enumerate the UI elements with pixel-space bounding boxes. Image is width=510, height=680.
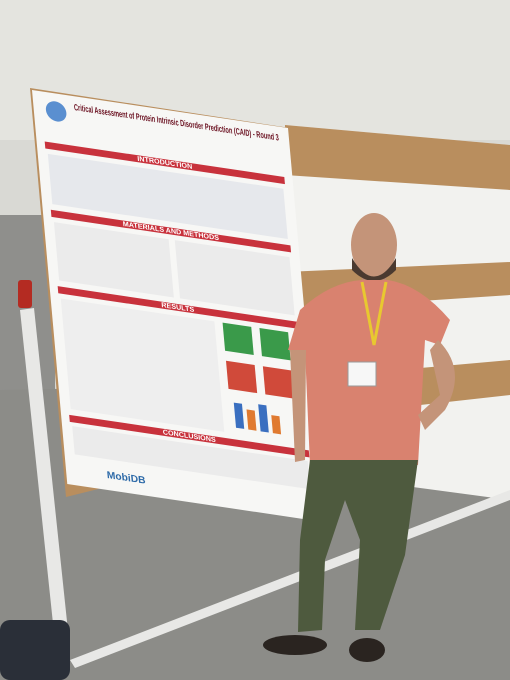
heatmap [225, 360, 258, 394]
bar-plot [258, 404, 269, 433]
lanyard [360, 281, 388, 346]
heatmap [222, 322, 254, 355]
text-block [53, 222, 174, 298]
heatmap [259, 328, 291, 361]
board-leg [20, 308, 70, 652]
section-bar [57, 286, 298, 329]
bar-plot [246, 409, 257, 431]
beard [352, 258, 396, 281]
sandal [263, 635, 327, 655]
text-block [72, 426, 311, 490]
person [263, 213, 455, 662]
badge [347, 361, 377, 387]
text-block [174, 240, 295, 316]
cork-strip [285, 125, 510, 190]
head [351, 213, 397, 277]
bag [0, 620, 70, 680]
poster: Critical Assessment of Protein Intrinsic… [32, 90, 324, 522]
heatmap [262, 366, 295, 399]
section-bar [69, 414, 310, 458]
arm [290, 350, 306, 462]
logo [45, 101, 67, 122]
bar-plot [271, 415, 282, 435]
trousers [298, 460, 418, 632]
figure [47, 153, 288, 240]
sandal [349, 638, 385, 662]
section-bar [44, 141, 285, 185]
bar-plot [233, 402, 245, 429]
arm [418, 340, 455, 430]
plots [60, 298, 225, 432]
section-bar [50, 209, 292, 253]
fire-extinguisher [18, 280, 32, 308]
